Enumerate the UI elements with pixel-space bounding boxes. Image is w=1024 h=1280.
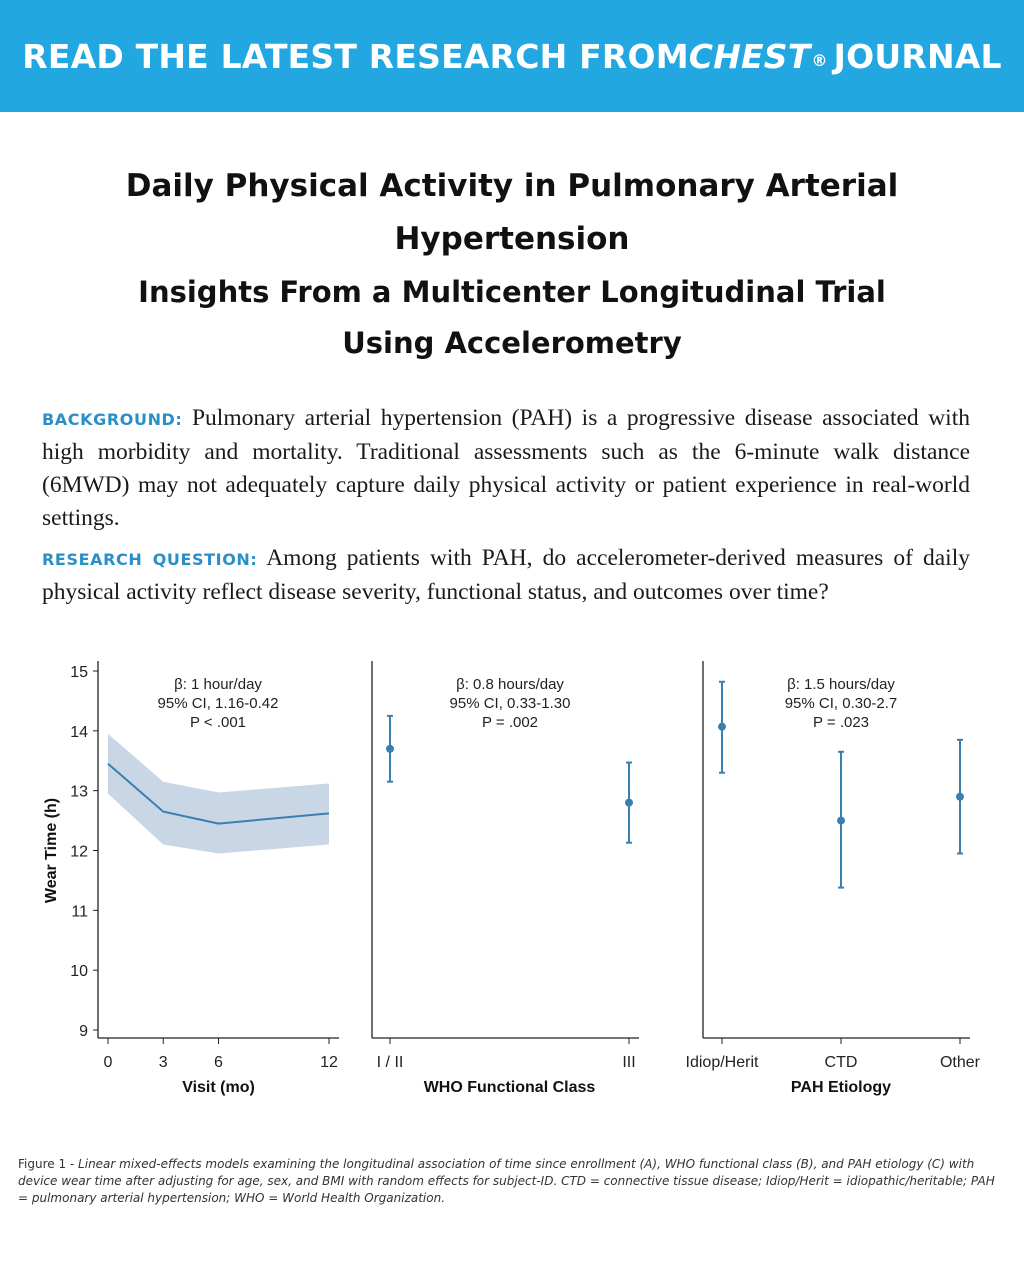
annotation-line: β: 1.5 hours/day	[787, 676, 895, 693]
banner-journal: CHEST	[688, 36, 811, 76]
background-text: Pulmonary arterial hypertension (PAH) is…	[42, 405, 970, 531]
background-paragraph: BACKGROUND: Pulmonary arterial hypertens…	[42, 402, 970, 535]
series-line	[107, 762, 330, 825]
x-tick-label: 12	[320, 1054, 338, 1071]
abstract: BACKGROUND: Pulmonary arterial hypertens…	[42, 402, 970, 616]
y-tick-label: 9	[79, 1023, 88, 1040]
y-tick-label: 15	[70, 664, 88, 681]
question-label: RESEARCH QUESTION:	[42, 550, 258, 569]
y-tick-label: 10	[70, 963, 88, 980]
x-tick-label: 0	[104, 1054, 113, 1071]
data-point	[386, 744, 394, 753]
caption-label: Figure 1 -	[18, 1157, 79, 1171]
caption-text: Linear mixed-effects models examining th…	[18, 1157, 995, 1205]
figure-caption: Figure 1 - Linear mixed-effects models e…	[18, 1156, 1003, 1207]
x-tick-label: 3	[159, 1054, 168, 1071]
annotation-line: β: 1 hour/day	[174, 676, 262, 693]
article-subtitle: Insights From a Multicenter Longitudinal…	[138, 275, 886, 360]
annotation-line: 95% CI, 0.30-2.7	[785, 695, 898, 712]
y-tick-label: 11	[71, 903, 88, 920]
y-tick-label: 12	[70, 844, 88, 861]
journal-banner: READ THE LATEST RESEARCH FROM CHEST ® JOU…	[0, 0, 1024, 112]
background-label: BACKGROUND:	[42, 410, 183, 429]
annotation-line: 95% CI, 1.16-0.42	[158, 695, 279, 712]
x-tick-label: I / II	[377, 1054, 404, 1071]
x-axis-label: WHO Functional Class	[424, 1079, 596, 1096]
x-tick-label: Idiop/Herit	[686, 1054, 759, 1071]
article-title-block: Daily Physical Activity in Pulmonary Art…	[100, 160, 924, 369]
question-paragraph: RESEARCH QUESTION: Among patients with P…	[42, 542, 970, 609]
annotation-line: P = .002	[482, 714, 538, 731]
x-axis-label: PAH Etiology	[791, 1079, 891, 1096]
x-axis-label: Visit (mo)	[182, 1079, 255, 1096]
article-title: Daily Physical Activity in Pulmonary Art…	[125, 168, 899, 257]
registered-mark: ®	[811, 50, 828, 70]
x-tick-label: CTD	[825, 1054, 858, 1071]
data-point	[625, 798, 633, 807]
data-point	[956, 792, 964, 801]
question-text: Among patients with PAH, do acceleromete…	[42, 545, 970, 605]
x-tick-label: Other	[940, 1054, 981, 1071]
figure-chart: 9 10 11 12 13 14 15 Wear Time (h) β: 1 hour/day 9…	[43, 661, 981, 1096]
y-tick-label: 13	[70, 784, 88, 801]
annotation-line: P < .001	[190, 714, 246, 731]
banner-prefix: READ THE LATEST RESEARCH FROM	[22, 36, 689, 76]
y-axis-label: Wear Time (h)	[43, 798, 60, 903]
annotation-line: P = .023	[813, 714, 869, 731]
x-tick-label: III	[622, 1054, 635, 1071]
data-point	[718, 722, 726, 731]
banner-suffix: JOURNAL	[833, 36, 1002, 76]
y-tick-label: 14	[70, 724, 88, 741]
data-point	[837, 816, 845, 825]
annotation-line: 95% CI, 0.33-1.30	[450, 695, 571, 712]
x-tick-label: 6	[214, 1054, 223, 1071]
annotation-line: β: 0.8 hours/day	[456, 676, 564, 693]
confidence-band	[108, 733, 329, 854]
